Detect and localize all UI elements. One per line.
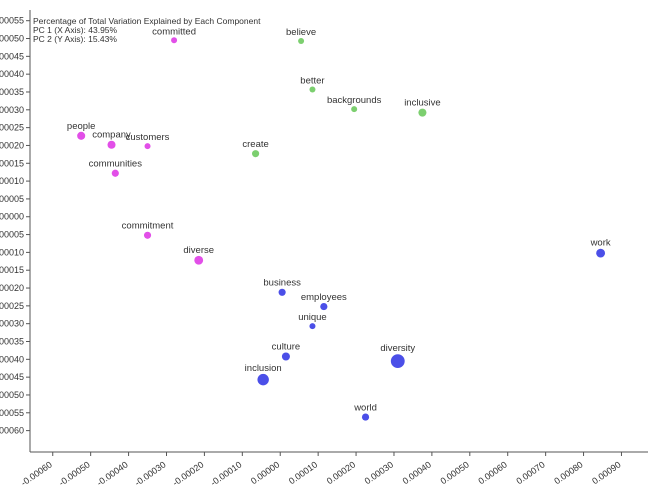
data-point-label: unique — [298, 312, 327, 323]
data-point-label: business — [263, 278, 301, 289]
data-point — [309, 323, 316, 330]
data-point — [257, 373, 269, 386]
x-tick-label: 0.00050 — [439, 459, 471, 486]
y-tick-label: 0.00045 — [0, 51, 24, 61]
data-point-label: company — [92, 130, 131, 141]
data-point — [320, 302, 328, 311]
data-point — [111, 169, 119, 177]
data-point-label: believe — [286, 27, 316, 38]
y-tick-label: -0.00020 — [0, 283, 24, 293]
y-tick-label: 0.00055 — [0, 16, 24, 26]
y-tick-label: 0.00030 — [0, 105, 24, 115]
data-point — [171, 37, 178, 44]
data-point — [107, 140, 116, 149]
x-tick-label: 0.00060 — [476, 459, 508, 486]
variance-heading: Percentage of Total Variation Explained … — [33, 16, 261, 26]
data-point — [252, 150, 260, 158]
x-tick-label: 0.00040 — [401, 459, 433, 486]
x-tick-label: 0.00070 — [514, 459, 546, 486]
y-tick-label: -0.00025 — [0, 301, 24, 311]
x-tick-label: -0.00050 — [57, 459, 92, 488]
data-point — [144, 143, 151, 150]
x-tick-label: 0.00000 — [249, 459, 281, 486]
data-point-label: backgrounds — [327, 95, 382, 106]
y-tick-label: -0.00010 — [0, 247, 24, 257]
variance-note: Percentage of Total Variation Explained … — [33, 16, 261, 44]
data-point-label: people — [67, 121, 96, 132]
x-tick-label: -0.00060 — [19, 459, 54, 488]
y-tick-label: -0.00040 — [0, 354, 24, 364]
data-point-label: commitment — [122, 221, 174, 232]
x-tick-label: 0.00020 — [325, 459, 357, 486]
data-point — [418, 108, 427, 117]
data-point — [77, 131, 86, 140]
data-point — [390, 354, 405, 369]
data-point-label: work — [590, 238, 611, 249]
y-tick-label: -0.00045 — [0, 372, 24, 382]
data-point — [351, 106, 358, 113]
data-point — [298, 38, 305, 45]
data-point-label: diversity — [380, 343, 415, 354]
data-point — [361, 413, 370, 421]
data-point — [281, 352, 290, 361]
x-tick-label: -0.00030 — [133, 459, 168, 488]
y-tick-label: 0.00035 — [0, 87, 24, 97]
y-tick-label: 0.00040 — [0, 69, 24, 79]
data-point-label: diverse — [183, 245, 214, 256]
data-point — [143, 231, 152, 239]
y-tick-label: 0.00020 — [0, 140, 24, 150]
data-point — [309, 86, 316, 93]
data-point-label: inclusive — [404, 98, 440, 109]
data-point-label: customers — [126, 132, 170, 143]
data-point — [278, 288, 286, 296]
data-points — [77, 37, 606, 421]
x-tick-label: -0.00010 — [209, 459, 244, 488]
data-point — [596, 248, 606, 258]
x-tick-label: -0.00040 — [95, 459, 130, 488]
data-point-label: communities — [89, 159, 143, 170]
x-tick-label: 0.00080 — [552, 459, 584, 486]
y-tick-label: -0.00030 — [0, 319, 24, 329]
data-point — [194, 255, 204, 265]
data-point-label: committed — [152, 26, 196, 37]
data-point-label: employees — [301, 292, 347, 303]
y-tick-label: -0.00035 — [0, 337, 24, 347]
variance-pc1: PC 1 (X Axis): 43.95% — [33, 25, 118, 35]
x-tick-label: 0.00010 — [287, 459, 319, 486]
data-point-label: create — [242, 139, 268, 150]
y-tick-label: 0.00025 — [0, 123, 24, 133]
x-tick-label: -0.00020 — [171, 459, 206, 488]
x-tick-label: 0.00030 — [363, 459, 395, 486]
y-tick-label: 0.00000 — [0, 212, 24, 222]
data-point-label: better — [300, 75, 324, 86]
variance-pc2: PC 2 (Y Axis): 15.43% — [33, 34, 117, 44]
y-tick-label: 0.00050 — [0, 34, 24, 44]
x-tick-label: 0.00090 — [590, 459, 622, 486]
y-tick-label: -0.00005 — [0, 230, 24, 240]
data-point-label: world — [353, 402, 377, 413]
y-tick-label: -0.00015 — [0, 265, 24, 275]
y-tick-label: 0.00010 — [0, 176, 24, 186]
y-tick-label: -0.00050 — [0, 390, 24, 400]
y-tick-label: 0.00005 — [0, 194, 24, 204]
y-tick-label: 0.00015 — [0, 158, 24, 168]
data-point-label: inclusion — [245, 363, 282, 374]
y-tick-label: -0.00055 — [0, 408, 24, 418]
y-tick-label: -0.00060 — [0, 426, 24, 436]
data-point-label: culture — [272, 341, 301, 352]
